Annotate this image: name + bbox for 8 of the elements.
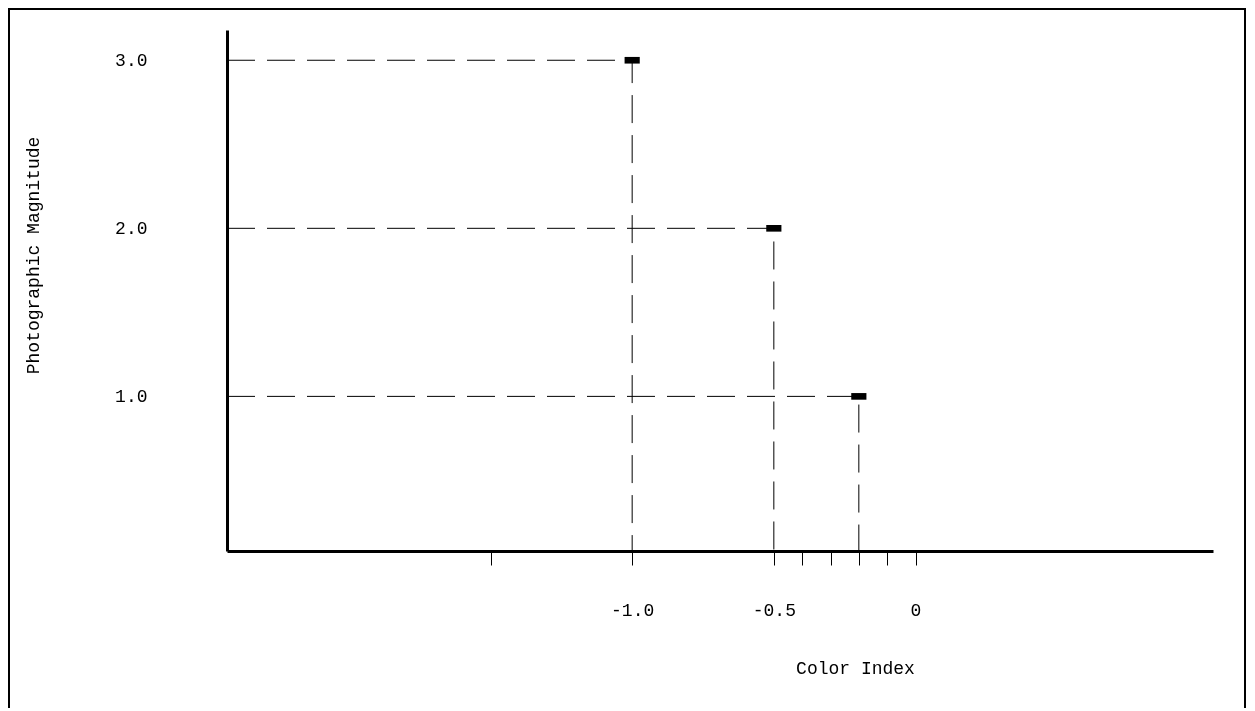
x-tick-label: 0	[910, 600, 922, 621]
y-tick-label: 3.0	[115, 50, 148, 71]
y-axis-title: Photographic Magnitude	[23, 136, 44, 375]
x-tick-label: -0.5	[752, 600, 796, 621]
y-tick-label: 2.0	[115, 218, 148, 239]
x-tick-label: -1.0	[611, 600, 655, 621]
x-axis-title: Color Index	[796, 658, 915, 679]
y-tick-label: 1.0	[115, 386, 148, 407]
